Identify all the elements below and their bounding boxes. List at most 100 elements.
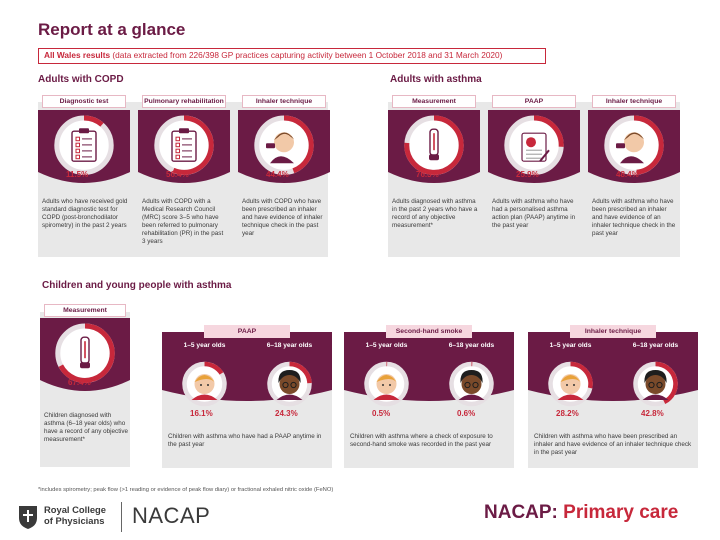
asthma-value-1: 25.9% xyxy=(516,170,539,179)
children-group-2-arc-0 xyxy=(570,361,593,389)
children-group-2-value-0: 28.2% xyxy=(556,409,579,418)
person-inhaler-icon xyxy=(616,132,644,164)
asthma-1-card xyxy=(488,110,580,190)
copd-label-0: Diagnostic test xyxy=(42,95,126,108)
children-group-1 xyxy=(344,332,514,468)
copd-desc-2: Adults with COPD who have been prescribe… xyxy=(242,198,323,238)
copd-value-1: 56.4% xyxy=(166,170,189,179)
asthma-2-progress-arc xyxy=(633,115,664,175)
children-group-0-value-1: 24.3% xyxy=(275,409,298,418)
asthma-desc-0: Adults diagnosed with asthma in the past… xyxy=(392,198,478,230)
brand-sub: Primary care xyxy=(557,502,679,523)
nacap-brand: NACAP: Primary care xyxy=(484,502,678,524)
copd-2-progress-arc xyxy=(283,115,314,174)
children-group-0-value-0: 16.1% xyxy=(190,409,213,418)
peak-flow-icon xyxy=(429,128,439,161)
asthma-0-card xyxy=(388,110,480,190)
copd-desc-0: Adults who have received gold standard d… xyxy=(42,198,128,230)
asthma-desc-1: Adults with asthma who have had a person… xyxy=(492,198,576,230)
copd-2-card xyxy=(238,110,330,190)
page-title: Report at a glance xyxy=(38,20,186,39)
copd-label-1: Pulmonary rehabilitation xyxy=(142,95,226,108)
children-group-2-desc: Children with asthma who have been presc… xyxy=(534,433,692,457)
children-group-1-age-0: 1–5 year olds xyxy=(365,342,408,349)
children-group-0-age-0: 1–5 year olds xyxy=(183,342,226,349)
rcp-line-2: of Physicians xyxy=(44,514,105,526)
asthma-0-shield xyxy=(388,110,480,183)
rcp-logo-text: Royal College of Physicians xyxy=(44,504,106,526)
asthma-desc-2: Adults with asthma who have been prescri… xyxy=(592,198,676,238)
children-group-0-label: PAAP xyxy=(204,325,290,338)
asthma-label-1: PAAP xyxy=(492,95,576,108)
asthma-label-2: Inhaler technique xyxy=(592,95,676,108)
children-measurement-card xyxy=(40,318,130,398)
children-group-1-age-1: 6–18 year olds xyxy=(448,342,495,349)
asthma-value-0: 76.3% xyxy=(416,170,439,179)
footnote: *includes spirometry; peak flow (>1 read… xyxy=(38,487,334,493)
asthma-1-shield xyxy=(488,110,580,183)
copd-0-progress-arc xyxy=(83,115,104,127)
asthma-label-0: Measurement xyxy=(392,95,476,108)
peak-flow-icon xyxy=(80,336,90,369)
children-group-2-arc-1 xyxy=(655,361,678,405)
children-group-0-desc: Children with asthma who have had a PAAP… xyxy=(168,433,322,449)
copd-0-card xyxy=(38,110,130,190)
asthma-1-progress-arc xyxy=(533,115,564,147)
banner-bold: All Wales results xyxy=(44,50,111,60)
asthma-2-card xyxy=(588,110,680,190)
children-measurement-shield xyxy=(40,318,130,391)
children-group-0 xyxy=(162,332,332,468)
asthma-2-shield xyxy=(588,110,680,183)
children-group-1-desc: Children with asthma where a check of ex… xyxy=(350,433,493,449)
children-group-0-arc-1 xyxy=(289,361,312,384)
asthma-0-progress-arc xyxy=(404,115,464,175)
children-group-1-banner xyxy=(344,332,514,407)
children-group-0-arc-0 xyxy=(204,361,224,375)
child-face-dark xyxy=(458,370,485,400)
action-plan-icon xyxy=(521,132,550,162)
copd-heading: Adults with COPD xyxy=(38,74,124,85)
copd-2-shield xyxy=(238,110,330,183)
results-banner: All Wales results (data extracted from 2… xyxy=(38,48,546,64)
children-group-2 xyxy=(528,332,698,468)
child-face-light xyxy=(191,374,218,400)
children-group-0-age-1: 6–18 year olds xyxy=(266,342,313,349)
nacap-logo: NACAP xyxy=(132,503,211,528)
children-group-2-age-0: 1–5 year olds xyxy=(549,342,592,349)
children-group-2-label: Inhaler technique xyxy=(570,325,656,338)
children-measurement-desc: Children diagnosed with asthma (6–18 yea… xyxy=(44,412,129,444)
banner-text: (data extracted from 226/398 GP practice… xyxy=(110,50,503,60)
person-inhaler-icon xyxy=(266,132,294,164)
logo-divider xyxy=(121,502,122,532)
copd-1-progress-arc xyxy=(172,115,214,175)
child-face-light xyxy=(557,374,584,400)
children-group-2-age-1: 6–18 year olds xyxy=(632,342,679,349)
copd-1-shield xyxy=(138,110,230,183)
asthma-value-2: 48.4% xyxy=(616,170,639,179)
children-group-0-banner xyxy=(162,332,332,407)
children-group-2-value-1: 42.8% xyxy=(641,409,664,418)
rcp-line-1: Royal College xyxy=(44,504,106,515)
children-measurement-progress-arc xyxy=(58,323,115,383)
copd-value-0: 11.5% xyxy=(66,170,89,179)
copd-1-card xyxy=(138,110,230,190)
clipboard-icon xyxy=(71,128,97,162)
children-group-2-banner xyxy=(528,332,698,407)
copd-0-shield xyxy=(38,110,130,183)
brand-main: NACAP: xyxy=(484,502,558,523)
children-group-1-value-0: 0.5% xyxy=(372,409,391,418)
child-face-dark xyxy=(276,370,303,400)
copd-label-2: Inhaler technique xyxy=(242,95,326,108)
children-heading: Children and young people with asthma xyxy=(42,280,232,291)
children-group-1-value-1: 0.6% xyxy=(457,409,476,418)
children-group-1-label: Second-hand smoke xyxy=(386,325,472,338)
clipboard-icon xyxy=(171,128,197,162)
child-face-dark xyxy=(642,370,669,400)
children-measurement-value: 67.4% xyxy=(68,378,91,387)
copd-desc-1: Adults with COPD with a Medical Research… xyxy=(142,198,224,246)
children-measurement-label: Measurement xyxy=(44,304,126,317)
child-face-light xyxy=(373,374,400,400)
asthma-heading: Adults with asthma xyxy=(390,74,482,85)
copd-value-2: 44.4% xyxy=(266,170,289,179)
rcp-crest-icon xyxy=(19,506,37,529)
